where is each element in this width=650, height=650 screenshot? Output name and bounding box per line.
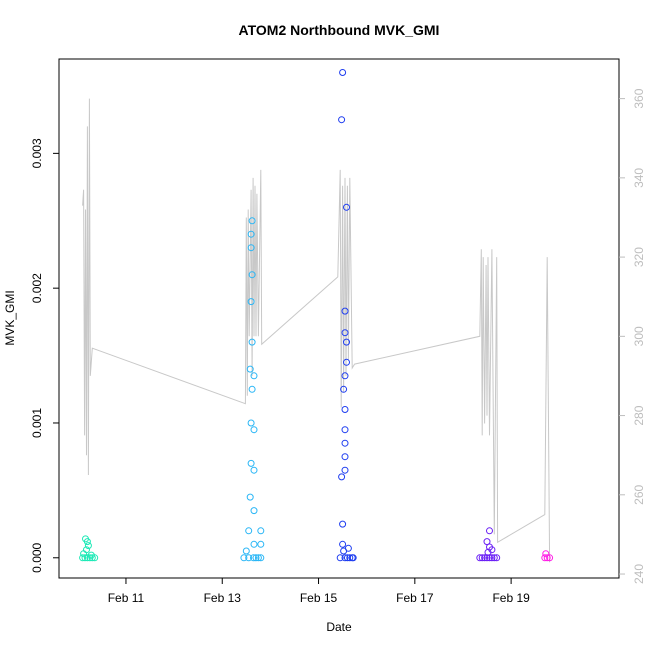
data-point [341, 372, 349, 380]
data-point [486, 527, 493, 535]
data-point [339, 69, 347, 76]
right-y-tick-label: 360 [632, 88, 646, 108]
data-point [340, 385, 348, 393]
data-point [341, 307, 349, 315]
x-tick-label: Feb 15 [300, 591, 338, 605]
data-point [246, 493, 254, 501]
data-point [254, 554, 262, 562]
data-point [490, 554, 498, 562]
data-point [83, 546, 90, 554]
data-point [79, 554, 87, 562]
line-series [82, 98, 551, 563]
data-point [343, 203, 350, 211]
y-tick-label: 0.000 [30, 542, 44, 572]
data-point [250, 372, 258, 380]
data-point [483, 538, 491, 546]
data-point [481, 554, 489, 562]
data-point [246, 365, 254, 373]
data-point [245, 554, 253, 562]
y-tick-label: 0.002 [30, 273, 44, 303]
data-point [341, 466, 349, 474]
right-y-tick-label: 240 [632, 564, 646, 584]
data-point [248, 217, 256, 225]
data-point [336, 554, 344, 562]
data-point [82, 535, 89, 543]
data-point [247, 419, 255, 427]
x-tick-label: Feb 13 [204, 591, 242, 605]
data-point [250, 466, 258, 474]
data-point [341, 453, 349, 461]
data-point [248, 338, 256, 346]
data-point [250, 426, 258, 434]
data-point [541, 554, 549, 562]
right-y-tick-label: 260 [632, 484, 646, 504]
data-point [341, 406, 349, 413]
data-point [257, 554, 265, 562]
data-point [247, 244, 255, 252]
data-point [87, 551, 95, 559]
data-point [476, 554, 484, 562]
data-point [247, 459, 255, 467]
x-tick-label: Feb 11 [108, 591, 145, 605]
data-point [341, 329, 349, 337]
data-point [341, 439, 349, 447]
y-tick-label: 0.003 [30, 138, 44, 168]
data-point [339, 540, 347, 548]
data-point [546, 554, 554, 562]
data-point [248, 271, 256, 279]
data-point [257, 540, 265, 548]
x-axis: Feb 11 Feb 13 Feb 15 Feb 17 Feb 19 [108, 578, 530, 605]
data-point [252, 554, 260, 562]
data-point [240, 554, 248, 562]
data-point [346, 554, 354, 562]
data-point [343, 338, 350, 346]
data-point [543, 554, 551, 562]
line-series-layer [82, 98, 551, 563]
y-axis: 0.000 0.001 0.002 0.003 [30, 138, 59, 573]
data-point [339, 520, 347, 528]
right-y-tick-label: 340 [632, 168, 646, 188]
data-point [250, 507, 258, 515]
y-axis-label: MVK_GMI [3, 290, 17, 345]
data-point [478, 554, 486, 562]
data-point [344, 544, 352, 552]
data-point [250, 540, 258, 548]
x-tick-label: Feb 19 [492, 591, 530, 605]
data-point [247, 230, 255, 238]
plot-frame [58, 58, 620, 579]
data-point [242, 547, 250, 555]
data-point [343, 358, 350, 366]
data-point [257, 527, 265, 535]
data-point [488, 546, 496, 554]
data-point [488, 554, 496, 562]
y-tick-label: 0.001 [30, 408, 44, 438]
data-point [245, 527, 253, 535]
data-point [341, 554, 349, 562]
right-y-tick-label: 300 [632, 326, 646, 346]
right-y-tick-label: 280 [632, 405, 646, 425]
data-point [247, 298, 255, 306]
data-point [349, 554, 357, 562]
x-axis-label: Date [326, 620, 352, 634]
data-point [493, 554, 501, 562]
data-point [338, 473, 346, 481]
data-point [542, 550, 550, 558]
scatter-points-layer [79, 69, 554, 562]
data-point [84, 542, 92, 550]
chart-title: ATOM2 Northbound MVK_GMI [239, 22, 440, 38]
data-point [338, 116, 346, 124]
data-point [248, 385, 256, 393]
data-point [341, 426, 349, 434]
right-y-tick-label: 320 [632, 247, 646, 267]
x-tick-label: Feb 17 [396, 591, 434, 605]
right-y-axis: 240 260 280 300 320 340 360 [619, 88, 646, 584]
data-point [250, 554, 257, 562]
data-point [81, 554, 89, 562]
